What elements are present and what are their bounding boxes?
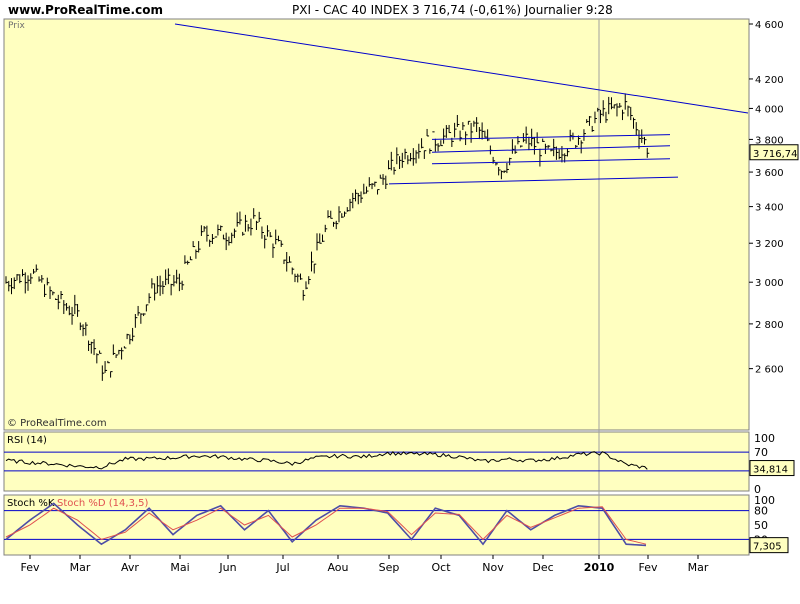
price-tick-label: 3 200 [755, 239, 784, 250]
chart-title: PXI - CAC 40 INDEX 3 716,74 (-0,61%) Jou… [292, 3, 613, 17]
price-last-value: 3 716,74 [753, 149, 798, 160]
x-tick-label: Mai [170, 561, 189, 574]
trendline [431, 134, 671, 140]
stoch-k-line [5, 502, 647, 547]
rsi-line [5, 451, 648, 470]
x-tick-label: Jul [275, 561, 289, 574]
stoch-tick-label: 50 [754, 519, 768, 532]
stoch-last-value: 7,305 [753, 542, 782, 553]
price-tick-label: 2 600 [755, 365, 784, 376]
price-tick-label: 4 200 [755, 75, 784, 86]
price-last-badge [749, 144, 799, 161]
x-tick-label: Mar [70, 561, 91, 574]
rsi-panel-label: RSI (14) [7, 435, 47, 446]
rsi-tick-label: 0 [754, 483, 761, 496]
price-tick-label: 3 000 [755, 278, 784, 289]
x-tick-label: Sep [379, 561, 400, 574]
stoch-k-label: Stoch %K [7, 498, 55, 509]
x-tick-label: Avr [121, 561, 139, 574]
price-panel-label: Prix [8, 21, 25, 31]
rsi-last-badge [749, 460, 795, 477]
rsi-tick-label: 70 [754, 446, 768, 459]
rsi-tick-label: 100 [754, 432, 775, 445]
stoch-d-line [5, 506, 647, 545]
trendline [388, 176, 679, 185]
x-tick-label: Jun [218, 561, 236, 574]
x-tick-label: Oct [431, 561, 451, 574]
trendline [431, 145, 671, 153]
stoch-panel [3, 494, 750, 556]
price-tick-label: 3 800 [755, 135, 784, 146]
rsi-last-value: 34,814 [753, 465, 788, 476]
trendline [174, 23, 749, 114]
stoch-d-label: Stoch %D (14,3,5) [57, 498, 148, 509]
x-tick-label: 2010 [584, 561, 615, 574]
stoch-tick-label: 100 [754, 494, 775, 507]
x-tick-label: Fev [638, 561, 657, 574]
trendline [431, 158, 671, 165]
x-tick-label: Nov [482, 561, 504, 574]
price-tick-label: 4 000 [755, 104, 784, 115]
rsi-panel [3, 431, 750, 492]
stoch-tick-label: 80 [754, 505, 768, 518]
stoch-last-badge [749, 537, 789, 554]
price-panel [3, 18, 750, 431]
site-label: www.ProRealTime.com [8, 3, 163, 17]
watermark: © ProRealTime.com [7, 418, 107, 429]
price-tick-label: 4 600 [755, 20, 784, 31]
x-tick-label: Mar [688, 561, 709, 574]
x-tick-label: Fev [20, 561, 39, 574]
x-tick-label: Aou [327, 561, 348, 574]
price-tick-label: 2 800 [755, 320, 784, 331]
price-tick-label: 3 600 [755, 168, 784, 179]
price-tick-label: 3 400 [755, 203, 784, 214]
x-tick-label: Dec [532, 561, 553, 574]
